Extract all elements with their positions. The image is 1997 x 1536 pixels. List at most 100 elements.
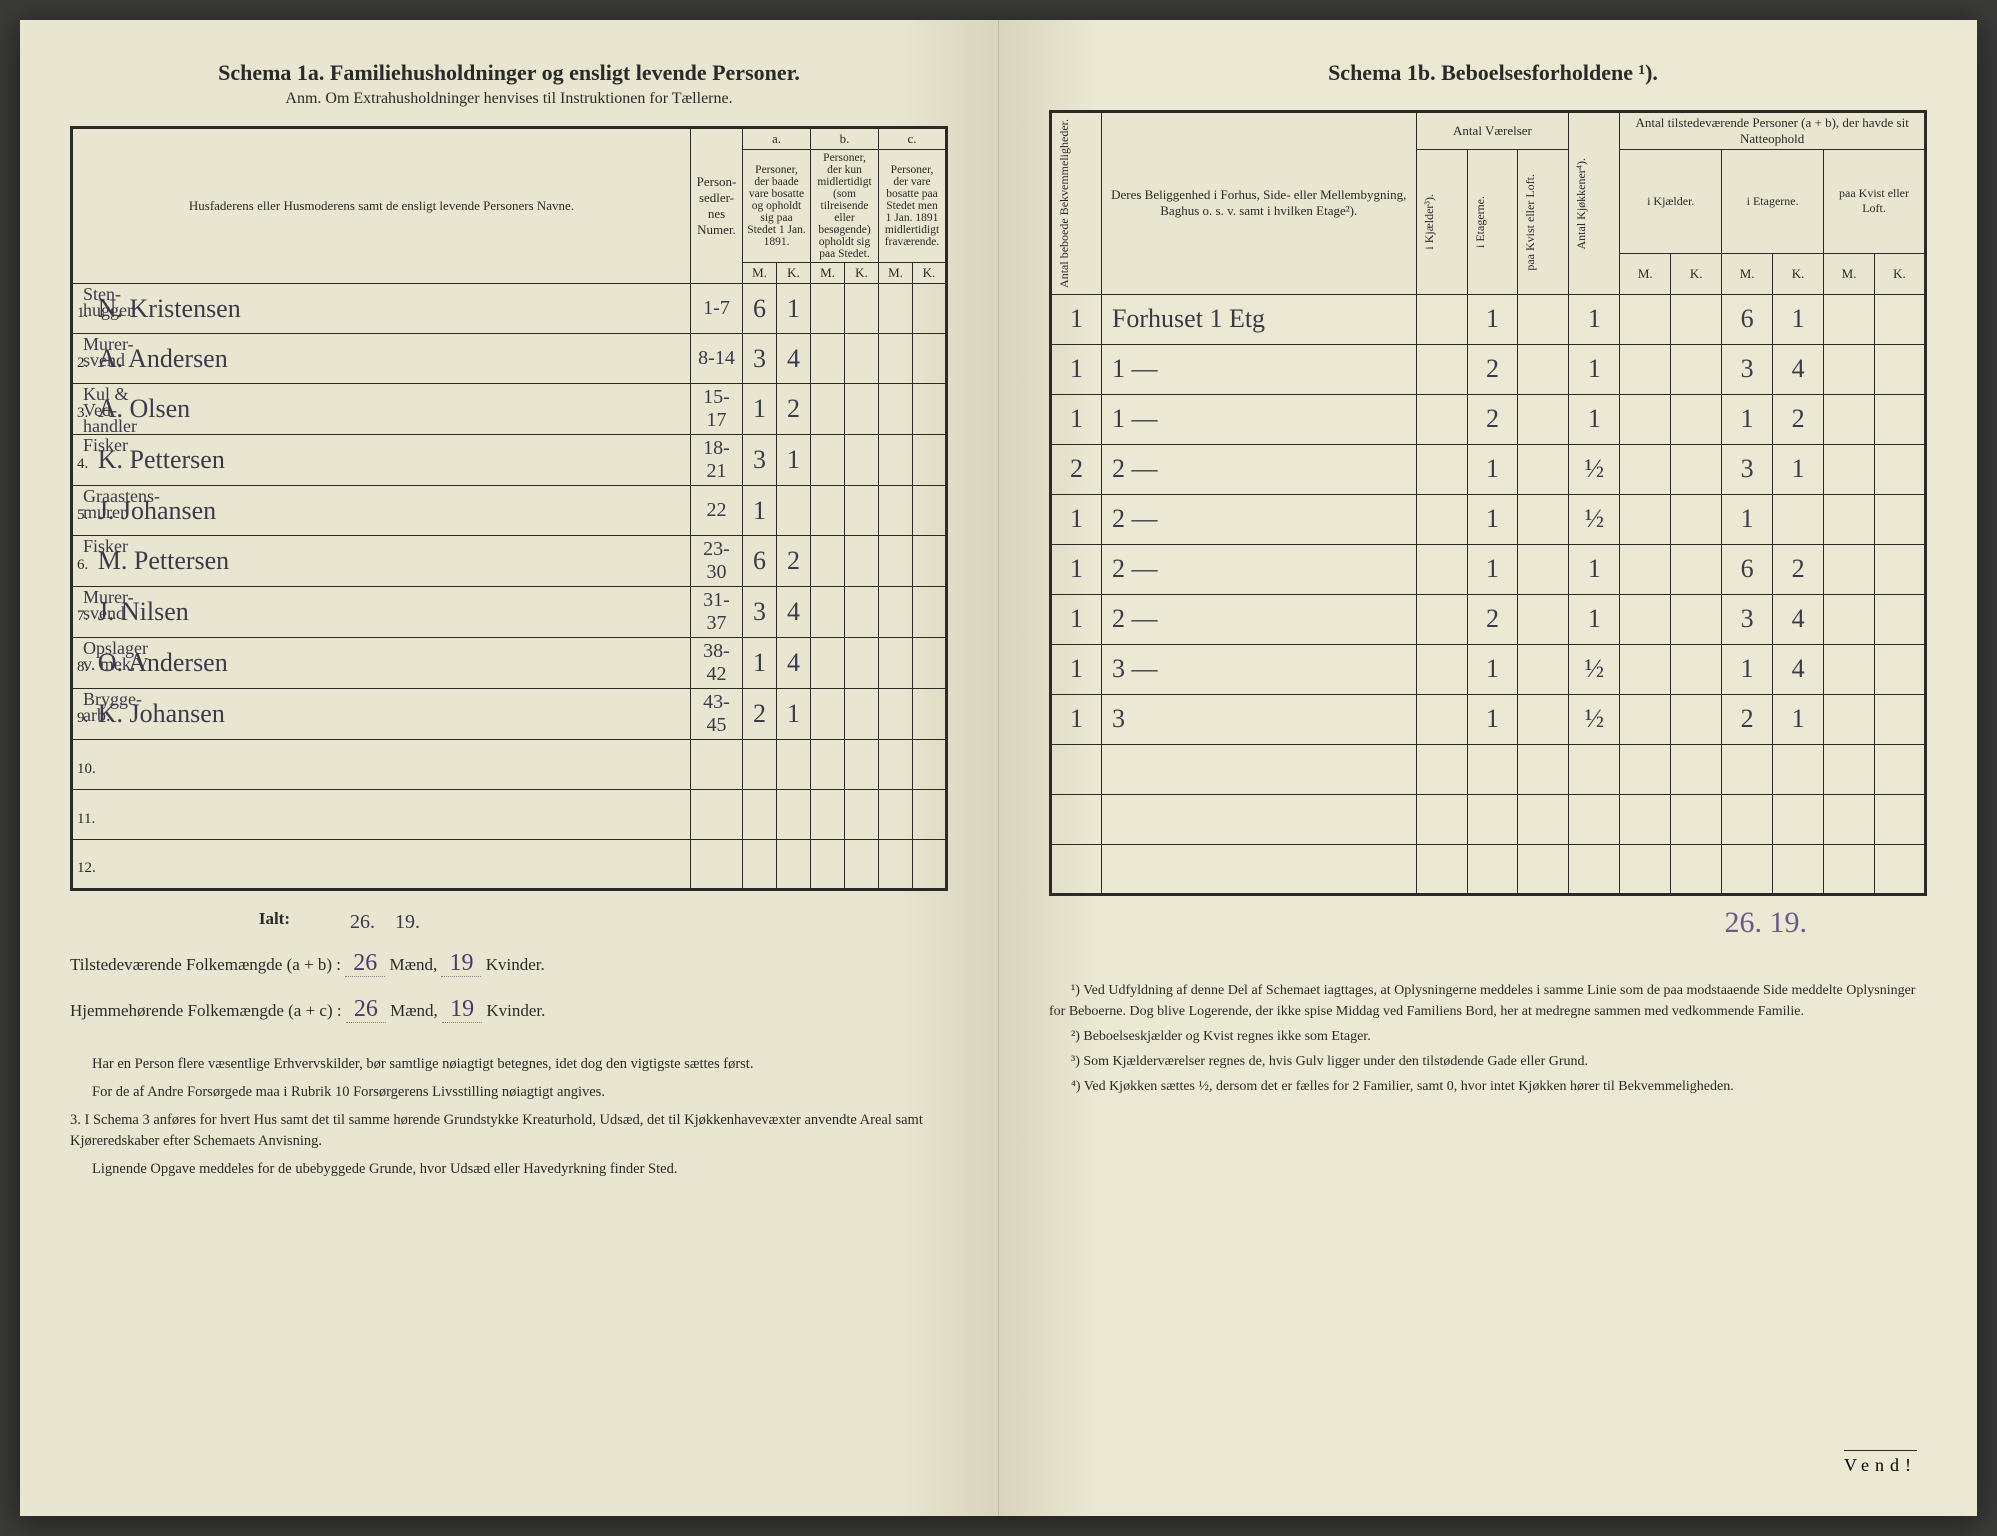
cell-aK [777, 840, 811, 890]
cell-pKvM [1824, 494, 1875, 544]
sp1: i Etagerne. [1722, 150, 1824, 254]
col-bK: K. [845, 263, 879, 284]
cell-bK [845, 486, 879, 536]
cell-pKvK [1875, 794, 1926, 844]
col-b-label: b. [811, 128, 879, 150]
cell-kj [1416, 344, 1467, 394]
cell-aK: 4 [777, 334, 811, 384]
pEtK: K. [1773, 253, 1824, 294]
cell-bM [811, 840, 845, 890]
cell-kj [1416, 594, 1467, 644]
cell-kj [1416, 794, 1467, 844]
table-row: 10. [72, 740, 947, 790]
cell-kv [1518, 844, 1569, 894]
cell-pKvK [1875, 594, 1926, 644]
cell-belig [1101, 844, 1416, 894]
cell-pKjK [1671, 394, 1722, 444]
cell-bK [845, 334, 879, 384]
cell-kj [1416, 694, 1467, 744]
table-1b: Antal beboede Bekvemmeligheder. Deres Be… [1049, 110, 1927, 896]
cell-belig: 1 — [1101, 344, 1416, 394]
cell-num: 8-14 [691, 334, 743, 384]
cell-bekv: 1 [1051, 544, 1102, 594]
cell-cM [879, 740, 913, 790]
cell-bekv: 1 [1051, 594, 1102, 644]
cell-kv [1518, 694, 1569, 744]
cell-pEtM: 1 [1722, 644, 1773, 694]
cell-bekv: 1 [1051, 694, 1102, 744]
cell-et: 2 [1467, 394, 1518, 444]
ialt-label: Ialt: [70, 903, 290, 941]
cell-pKvM [1824, 344, 1875, 394]
table-row: 1 1 — 2 1 1 2 [1051, 394, 1926, 444]
cell-bK [845, 740, 879, 790]
cell-aK [777, 486, 811, 536]
table-row: Kul & Ved-handler 3. A. Olsen 15-17 1 2 [72, 384, 947, 435]
cell-aK: 4 [777, 638, 811, 689]
cell-cK [913, 435, 947, 486]
table-row [1051, 794, 1926, 844]
table-row: Sten-hugger 1. N. Kristensen 1-7 6 1 [72, 284, 947, 334]
cell-bK [845, 790, 879, 840]
cell-kjok: ½ [1569, 694, 1620, 744]
cell-pKvM [1824, 394, 1875, 444]
page-left: Schema 1a. Familiehusholdninger og ensli… [20, 20, 999, 1516]
cell-aM: 1 [743, 384, 777, 435]
cell-kj [1416, 844, 1467, 894]
cell-kj [1416, 744, 1467, 794]
cell-pEtK [1773, 794, 1824, 844]
schema-1b-title: Schema 1b. Beboelsesforholdene ¹). [1059, 60, 1927, 86]
cell-cM [879, 334, 913, 384]
cell-bekv: 1 [1051, 394, 1102, 444]
totals-block: Ialt: 26. 19. Tilstedeværende Folkemængd… [70, 903, 948, 1032]
cell-aM [743, 740, 777, 790]
cell-num: 1-7 [691, 284, 743, 334]
occupation: Graastens-murer [83, 488, 163, 520]
pKjK: K. [1671, 253, 1722, 294]
cell-pKjM [1620, 444, 1671, 494]
cell-num: 15-17 [691, 384, 743, 435]
cell-pEtK [1773, 744, 1824, 794]
tot2-end: Kvinder. [486, 1001, 545, 1020]
grand-total: 26. 19. [929, 906, 1807, 940]
cell-pKjK [1671, 344, 1722, 394]
cell-kjok [1569, 794, 1620, 844]
cell-et [1467, 794, 1518, 844]
cell-aM [743, 790, 777, 840]
vend-label: Vend! [1844, 1450, 1917, 1476]
ialt-m: 26. [350, 903, 375, 941]
cell-pKvK [1875, 744, 1926, 794]
table-row: 1 3 1 ½ 2 1 [1051, 694, 1926, 744]
cell-pKvM [1824, 444, 1875, 494]
cell-bK [845, 840, 879, 890]
tot1-mid: Mænd, [390, 955, 442, 974]
cell-name: Kul & Ved-handler 3. A. Olsen [72, 384, 691, 435]
cell-et: 2 [1467, 344, 1518, 394]
cell-et: 1 [1467, 494, 1518, 544]
cell-cK [913, 840, 947, 890]
cell-belig: 2 — [1101, 544, 1416, 594]
col-name: Husfaderens eller Husmoderens samt de en… [72, 128, 691, 284]
cell-pKjM [1620, 794, 1671, 844]
cell-pKjK [1671, 844, 1722, 894]
cell-bM [811, 384, 845, 435]
tot1-end: Kvinder. [486, 955, 545, 974]
occupation: Opslager v. mek.V [83, 640, 163, 672]
table-row [1051, 744, 1926, 794]
cell-cM [879, 435, 913, 486]
cell-pEtM: 6 [1722, 544, 1773, 594]
cell-num: 31-37 [691, 587, 743, 638]
cell-pKvK [1875, 644, 1926, 694]
cell-et: 1 [1467, 444, 1518, 494]
table-1a-body: Sten-hugger 1. N. Kristensen 1-7 6 1 Mur… [72, 284, 947, 890]
cell-pKjK [1671, 294, 1722, 344]
cell-pEtK: 2 [1773, 544, 1824, 594]
occupation: Brygge-arb. [83, 691, 163, 723]
tot2-k: 19 [442, 996, 482, 1023]
cell-belig: 2 — [1101, 494, 1416, 544]
rownum: 11. [77, 811, 101, 827]
cell-cK [913, 486, 947, 536]
cell-kjok: 1 [1569, 594, 1620, 644]
fn4: ⁴) Ved Kjøkken sættes ½, dersom det er f… [1049, 1076, 1927, 1097]
cell-pKjK [1671, 494, 1722, 544]
